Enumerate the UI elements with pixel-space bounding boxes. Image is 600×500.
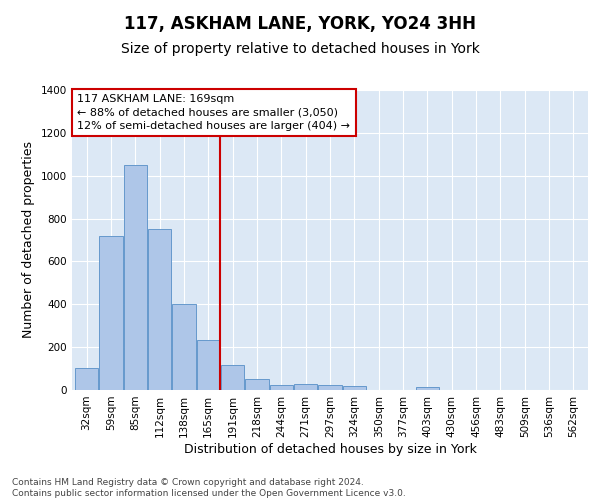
Text: 117, ASKHAM LANE, YORK, YO24 3HH: 117, ASKHAM LANE, YORK, YO24 3HH	[124, 15, 476, 33]
Bar	[416, 387, 439, 390]
Bar	[319, 386, 341, 390]
Bar	[270, 386, 293, 390]
Bar	[172, 304, 196, 390]
Bar	[75, 368, 98, 390]
Bar	[294, 384, 317, 390]
Bar	[221, 366, 244, 390]
Text: Size of property relative to detached houses in York: Size of property relative to detached ho…	[121, 42, 479, 56]
Text: Contains HM Land Registry data © Crown copyright and database right 2024.
Contai: Contains HM Land Registry data © Crown c…	[12, 478, 406, 498]
X-axis label: Distribution of detached houses by size in York: Distribution of detached houses by size …	[184, 442, 476, 456]
Bar	[148, 230, 171, 390]
Bar	[197, 340, 220, 390]
Bar	[245, 380, 269, 390]
Y-axis label: Number of detached properties: Number of detached properties	[22, 142, 35, 338]
Bar	[100, 236, 122, 390]
Text: 117 ASKHAM LANE: 169sqm
← 88% of detached houses are smaller (3,050)
12% of semi: 117 ASKHAM LANE: 169sqm ← 88% of detache…	[77, 94, 350, 131]
Bar	[343, 386, 366, 390]
Bar	[124, 165, 147, 390]
